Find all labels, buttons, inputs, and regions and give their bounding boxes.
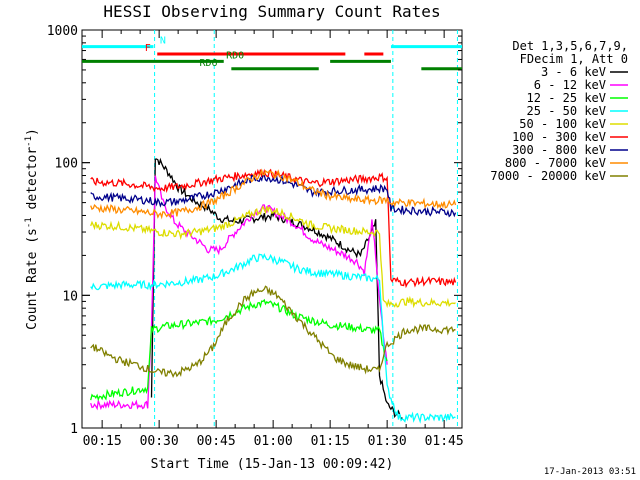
flag-label: RD6: [200, 58, 218, 69]
x-tick-label: 00:45: [197, 434, 236, 449]
y-tick-label: 1000: [47, 24, 78, 39]
legend-header: FDecim 1, Att 0: [520, 52, 628, 66]
y-axis-label: Count Rate (s-1 detector-1): [24, 128, 40, 330]
legend-entry-label: 50 - 100 keV: [519, 117, 606, 131]
y-tick-label: 10: [62, 289, 78, 304]
axes: 1 10 100 1000 00:15 00:30 00:45 01:00 01:15 01:30…: [47, 24, 464, 449]
legend: Det 1,3,5,6,7,9,FDecim 1, Att 03 - 6 keV…: [490, 39, 628, 183]
series-line: [90, 253, 456, 424]
flag-label: N: [160, 36, 166, 47]
footer-timestamp: 17-Jan-2013 03:51: [544, 467, 636, 477]
x-tick-label: 01:45: [425, 434, 464, 449]
x-axis-label: Start Time (15-Jan-13 00:09:42): [151, 457, 394, 472]
x-tick-label: 01:00: [254, 434, 293, 449]
series-line: [90, 168, 457, 289]
x-tick-label: 00:30: [140, 434, 179, 449]
y-label-close: ): [25, 128, 40, 136]
legend-entry-label: 800 - 7000 keV: [505, 156, 606, 170]
plot-area: NF RD0 RD6: [82, 30, 462, 428]
y-tick-label: 1: [70, 422, 78, 437]
series-line: [150, 157, 403, 422]
y-label-exp2: -1: [24, 136, 34, 147]
x-tick-label: 01:15: [311, 434, 350, 449]
series-line: [90, 285, 456, 379]
flag-label: F: [145, 43, 151, 54]
y-tick-label: 100: [55, 157, 78, 172]
series-line: [90, 173, 457, 218]
series-line: [90, 175, 388, 411]
legend-entry-label: 3 - 6 keV: [541, 65, 606, 79]
legend-header: Det 1,3,5,6,7,9,: [512, 39, 628, 53]
legend-entry-label: 300 - 800 keV: [512, 143, 606, 157]
series-line: [90, 298, 388, 402]
y-label-main: Count Rate (s: [25, 228, 40, 330]
chart-title: HESSI Observing Summary Count Rates: [103, 2, 440, 21]
y-label-exp: -1: [24, 217, 34, 228]
series-line: [90, 168, 457, 220]
series-line: [90, 205, 456, 309]
legend-entry-label: 7000 - 20000 keV: [490, 169, 606, 183]
plot-frame: [81, 29, 463, 429]
legend-entry-label: 6 - 12 keV: [534, 78, 606, 92]
x-tick-label: 00:15: [83, 434, 122, 449]
flag-label: RD0: [226, 50, 244, 61]
legend-entry-label: 12 - 25 keV: [527, 91, 606, 105]
y-label-mid: detector: [25, 147, 40, 218]
legend-entry-label: 25 - 50 keV: [527, 104, 606, 118]
x-tick-label: 01:30: [368, 434, 407, 449]
legend-entry-label: 100 - 300 keV: [512, 130, 606, 144]
